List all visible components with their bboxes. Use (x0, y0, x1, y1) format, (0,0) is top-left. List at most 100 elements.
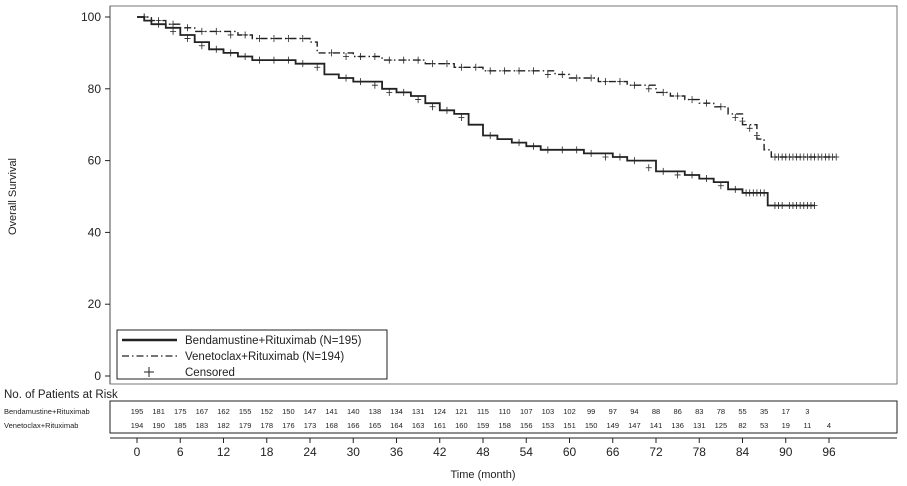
censor-marker (732, 114, 739, 122)
censor-marker (213, 27, 220, 35)
censor-marker (328, 49, 335, 57)
risk-count: 17 (782, 407, 790, 416)
censor-marker (472, 63, 479, 71)
censor-marker (761, 189, 768, 197)
censor-marker (170, 27, 177, 35)
plot-frame (109, 5, 898, 439)
censor-marker (256, 35, 263, 43)
risk-count: 121 (455, 407, 468, 416)
risk-table-title: No. of Patients at Risk (4, 389, 118, 401)
risk-count: 134 (390, 407, 403, 416)
censor-marker (487, 131, 494, 139)
risk-count: 195 (131, 407, 144, 416)
censor-marker (198, 27, 205, 35)
censor-marker (242, 31, 249, 39)
risk-count: 194 (131, 421, 144, 430)
x-tick-label: 48 (476, 445, 490, 459)
censor-marker (270, 56, 277, 64)
risk-count: 86 (673, 407, 681, 416)
censor-marker (256, 56, 263, 64)
risk-count: 147 (304, 407, 317, 416)
censor-marker (631, 81, 638, 89)
risk-count: 165 (369, 421, 382, 430)
legend-swatch-censored (144, 367, 154, 377)
y-tick-label: 100 (81, 10, 101, 24)
series-layer (137, 13, 840, 209)
censor-marker (516, 67, 523, 75)
censor-marker (400, 56, 407, 64)
censor-marker (631, 157, 638, 165)
risk-count: 160 (455, 421, 468, 430)
censor-marker (299, 35, 306, 43)
censor-marker (530, 67, 537, 75)
risk-count: 173 (304, 421, 317, 430)
censor-marker (357, 52, 364, 60)
legend-label: Bendamustine+Rituximab (N=195) (185, 335, 362, 347)
plot-border (109, 5, 898, 385)
risk-count: 141 (650, 421, 663, 430)
censor-marker (343, 74, 350, 82)
censor-marker (645, 85, 652, 93)
censor-marker (559, 70, 566, 78)
censor-marker (717, 182, 724, 190)
censor-marker (213, 45, 220, 53)
risk-count: 168 (325, 421, 338, 430)
risk-count: 179 (239, 421, 252, 430)
risk-row-label: Venetoclax+Rituximab (4, 421, 78, 430)
risk-count: 131 (412, 407, 425, 416)
censor-marker (371, 81, 378, 89)
risk-count: 156 (520, 421, 533, 430)
risk-count: 138 (369, 407, 382, 416)
risk-count: 167 (196, 407, 209, 416)
risk-count: 4 (827, 421, 831, 430)
risk-count: 181 (152, 407, 165, 416)
x-tick-label: 72 (649, 445, 663, 459)
censor-marker (270, 35, 277, 43)
risk-count: 149 (606, 421, 619, 430)
censor-marker (674, 92, 681, 100)
risk-count: 151 (563, 421, 576, 430)
x-tick-label: 96 (822, 445, 836, 459)
x-tick-label: 6 (177, 445, 184, 459)
censor-marker (703, 99, 710, 107)
legend-label: Censored (185, 367, 235, 379)
x-tick-label: 60 (563, 445, 577, 459)
censor-marker (530, 142, 537, 150)
x-tick-label: 12 (217, 445, 231, 459)
censor-marker (501, 67, 508, 75)
risk-count: 158 (498, 421, 511, 430)
risk-count: 78 (717, 407, 725, 416)
risk-count: 147 (628, 421, 641, 430)
y-tick-label: 0 (94, 369, 101, 383)
censor-marker (386, 56, 393, 64)
y-axis-label: Overall Survival (7, 158, 19, 235)
censor-marker (443, 60, 450, 68)
risk-count: 55 (738, 407, 746, 416)
risk-count: 53 (760, 421, 768, 430)
risk-count: 150 (282, 407, 295, 416)
censor-marker (779, 201, 786, 209)
risk-count: 150 (585, 421, 598, 430)
risk-count: 140 (347, 407, 360, 416)
censor-marker (746, 124, 753, 132)
censor-marker (155, 17, 162, 25)
x-axis-ticks: 0 6 12 18 24 30 36 42 48 54 60 66 72 78 84 90 96 (134, 438, 836, 459)
censor-marker (739, 117, 746, 125)
x-tick-label: 78 (693, 445, 707, 459)
censor-marker (285, 35, 292, 43)
censor-marker (458, 63, 465, 71)
risk-count: 159 (477, 421, 490, 430)
censor-marker (689, 96, 696, 104)
censor-marker (616, 78, 623, 86)
risk-count: 124 (433, 407, 446, 416)
x-tick-label: 66 (606, 445, 620, 459)
legend-box (116, 329, 388, 380)
risk-count: 161 (433, 421, 446, 430)
risk-count: 103 (542, 407, 555, 416)
censor-marker (343, 52, 350, 60)
censor-marker (573, 74, 580, 82)
risk-count: 162 (217, 407, 230, 416)
x-tick-label: 36 (390, 445, 404, 459)
censor-marker (314, 63, 321, 71)
x-tick-label: 0 (134, 445, 141, 459)
